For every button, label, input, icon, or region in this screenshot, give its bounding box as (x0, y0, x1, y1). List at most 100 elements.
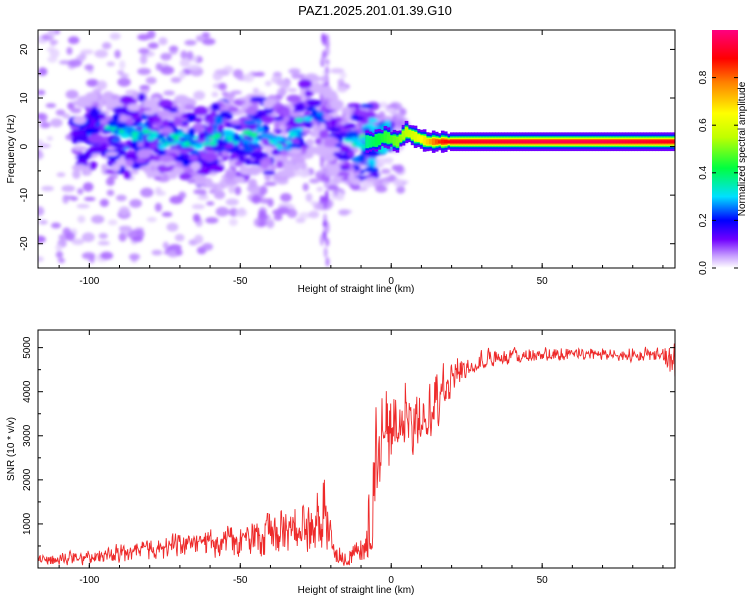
heatmap-speckle (228, 184, 235, 194)
ridge-segment (453, 140, 457, 144)
heatmap-hot-spot (302, 116, 313, 122)
heatmap-hot-spot (208, 135, 215, 140)
heatmap-speckle (117, 77, 131, 87)
spectrogram-y-tick-label: 20 (19, 43, 30, 55)
ridge-segment (495, 140, 499, 144)
snr-y-tick-label: 5000 (22, 336, 33, 359)
heatmap-band-blob (158, 164, 174, 173)
heatmap-speckle (55, 109, 66, 116)
heatmap-speckle (259, 198, 272, 204)
heatmap-band-blob (123, 169, 132, 180)
ridge-segment (622, 140, 626, 144)
heatmap-hot-spot (149, 130, 159, 135)
heatmap-band-blob (319, 123, 326, 131)
heatmap-band-blob (223, 131, 235, 137)
heatmap-speckle (169, 195, 184, 205)
heatmap-hot-spot (316, 111, 324, 117)
colorbar-tick-label: 0.8 (698, 70, 709, 84)
heatmap-streak (325, 39, 330, 50)
heatmap-band-blob (260, 115, 275, 124)
heatmap-hot-spot (130, 131, 140, 136)
heatmap-speckle (67, 102, 75, 110)
ridge-segment (471, 140, 475, 144)
heatmap-speckle (299, 161, 307, 170)
heatmap-band-blob (256, 126, 265, 134)
heatmap-hot-spot (113, 129, 120, 135)
heatmap-hot-spot (242, 138, 251, 145)
spectrogram-blobs (38, 30, 411, 267)
ridge-segment (561, 140, 566, 144)
ridge-segment (631, 140, 635, 144)
heatmap-speckle (46, 136, 53, 141)
ridge-segment (513, 140, 517, 144)
heatmap-band-blob (260, 159, 270, 170)
heatmap-band-blob (105, 151, 119, 156)
heatmap-speckle (38, 143, 51, 149)
heatmap-speckle (302, 183, 309, 192)
ridge-segment (585, 140, 590, 144)
heatmap-band-blob (159, 154, 174, 163)
heatmap-speckle (251, 194, 262, 204)
ridge-segment (640, 140, 644, 144)
heatmap-speckle (225, 198, 239, 206)
heatmap-band-blob (282, 165, 296, 171)
heatmap-band-blob (320, 75, 328, 83)
heatmap-hot-spot (284, 140, 293, 145)
snr-x-tick-label: -100 (79, 575, 99, 586)
heatmap-band-blob (223, 112, 234, 119)
ridge-segment (552, 140, 557, 144)
heatmap-hot-spot (317, 118, 326, 123)
heatmap-speckle (114, 49, 121, 59)
ridge-segment (413, 135, 418, 139)
heatmap-band-blob (193, 117, 203, 123)
heatmap-speckle (280, 192, 292, 202)
heatmap-speckle (168, 45, 179, 53)
heatmap-band-blob (178, 104, 185, 114)
heatmap-band-blob (329, 117, 337, 128)
heatmap-band-blob (107, 155, 121, 161)
heatmap-band-blob (76, 153, 89, 162)
snr-x-tick-label: -50 (233, 575, 248, 586)
heatmap-streak (324, 195, 329, 203)
heatmap-hot-spot (356, 140, 363, 147)
heatmap-speckle (169, 50, 178, 55)
heatmap-speckle (47, 56, 58, 63)
ridge-segment (446, 140, 451, 144)
ridge-segment (474, 140, 478, 144)
heatmap-band-blob (186, 113, 197, 120)
ridge-segment (646, 140, 650, 144)
ridge-segment (619, 140, 623, 144)
ridge-segment (392, 138, 397, 143)
heatmap-speckle (266, 219, 275, 229)
heatmap-speckle (166, 222, 179, 232)
heatmap-speckle (234, 186, 242, 196)
ridge-segment (440, 139, 445, 144)
heatmap-hot-spot (181, 141, 187, 148)
ridge-segment (498, 140, 502, 144)
ridge-segment (591, 140, 596, 144)
heatmap-band-blob (295, 103, 306, 112)
heatmap-speckle (41, 185, 54, 192)
spectrogram-y-tick-label: 10 (19, 92, 30, 104)
colorbar-tick-label: 0.4 (698, 165, 709, 179)
heatmap-hot-spot (189, 139, 197, 146)
heatmap-speckle (98, 232, 108, 239)
heatmap-streak (325, 237, 330, 247)
ridge-segment (655, 140, 659, 144)
heatmap-speckle (162, 241, 169, 250)
heatmap-speckle (137, 67, 151, 75)
heatmap-band-blob (83, 168, 92, 176)
heatmap-band-blob (302, 153, 311, 159)
heatmap-hot-spot (131, 135, 139, 141)
ridge-segment (594, 140, 599, 144)
heatmap-speckle (119, 225, 133, 234)
heatmap-hot-spot (158, 144, 167, 150)
heatmap-hot-spot (291, 128, 298, 133)
heatmap-speckle (77, 215, 86, 224)
ridge-segment (398, 137, 403, 140)
heatmap-speckle (279, 79, 291, 90)
colorbar-label: Normalized spectral amplitude (737, 81, 748, 216)
heatmap-speckle (224, 178, 234, 183)
heatmap-speckle (76, 203, 90, 209)
heatmap-band-blob (286, 94, 302, 103)
